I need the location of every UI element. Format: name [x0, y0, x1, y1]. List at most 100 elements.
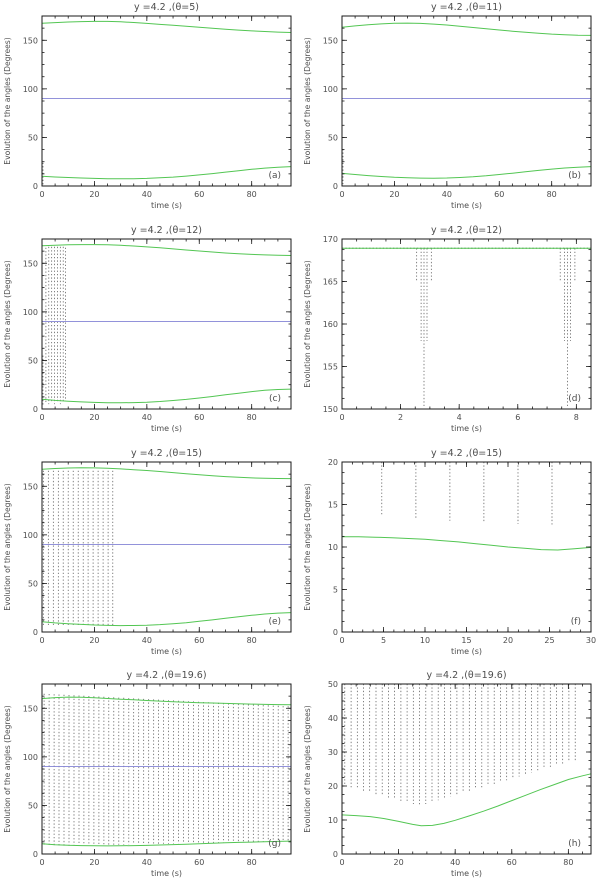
- x-tick-label: 60: [194, 190, 204, 199]
- panel-title: y =4.2 ,(θ=12): [431, 225, 502, 236]
- plot-frame: [341, 683, 592, 855]
- y-tick-label: 0: [333, 182, 338, 191]
- x-tick-label: 20: [389, 190, 399, 199]
- plot-frame: [41, 238, 292, 410]
- x-tick-label: 20: [503, 636, 513, 645]
- y-tick-label: 0: [33, 850, 38, 859]
- y-tick-label: 150: [23, 259, 38, 268]
- x-tick-label: 2: [398, 413, 403, 422]
- lower-angle-curve: [41, 611, 292, 626]
- axis-ticks: [341, 461, 592, 632]
- y-tick-label: 40: [328, 714, 338, 723]
- panel-f-chart: 0 5 10 15 20 25 30 0 5 10 15 20 y =4.2 ,(θ=15) time (…: [303, 448, 596, 656]
- x-tick-label: 0: [39, 413, 44, 422]
- axis-ticks: [41, 238, 292, 410]
- panel-b-chart: 0 20 40 60 80 0 50 100 150 y =4.2 ,(θ=11) time (s)…: [303, 2, 592, 210]
- axis-ticks: [41, 461, 292, 632]
- y-tick-label: 100: [23, 530, 38, 539]
- lower-angle-curve: [41, 388, 292, 404]
- panel-h-chart: 0 20 40 60 80 0 10 20 30 40 50 y =4.2 ,(θ=19.6) time…: [303, 670, 592, 878]
- lower-angle-curve: [41, 840, 292, 847]
- x-tick-label: 0: [339, 858, 344, 867]
- x-axis-label: time (s): [451, 869, 482, 878]
- x-axis-label: time (s): [151, 201, 182, 210]
- x-tick-label: 60: [494, 190, 504, 199]
- y-tick-label: 50: [328, 680, 338, 689]
- y-tick-label: 150: [23, 482, 38, 491]
- x-axis-label: time (s): [451, 201, 482, 210]
- x-tick-label: 20: [393, 858, 403, 867]
- y-tick-label: 50: [28, 133, 38, 142]
- oscillation-dips: [416, 248, 576, 407]
- x-tick-label: 40: [450, 858, 460, 867]
- x-tick-label: 4: [457, 413, 462, 422]
- x-tick-label: 0: [339, 190, 344, 199]
- y-axis-label: Evolution of the angles (Degrees): [3, 483, 12, 610]
- panel-title: y =4.2 ,(θ=15): [431, 448, 502, 459]
- x-axis-label: time (s): [151, 869, 182, 878]
- plot-frame: [41, 15, 292, 187]
- oscillation-spikes: [42, 246, 66, 406]
- panel-a-chart: 0 20 40 60 80 0 50 100 150 y =4.2 ,(θ=5) time (s) E…: [3, 2, 292, 210]
- x-axis-label: time (s): [151, 647, 182, 656]
- panel-title: y =4.2 ,(θ=19.6): [426, 670, 506, 681]
- panel-letter: (c): [269, 394, 281, 404]
- x-tick-label: 60: [194, 413, 204, 422]
- oscillation-spikes: [43, 693, 289, 847]
- x-tick-label: 40: [142, 413, 152, 422]
- y-tick-label: 165: [323, 277, 338, 286]
- x-tick-label: 0: [39, 636, 44, 645]
- x-tick-label: 60: [194, 636, 204, 645]
- y-tick-label: 5: [333, 585, 338, 594]
- x-tick-label: 10: [420, 636, 430, 645]
- lower-angle-curve: [342, 535, 592, 551]
- panel-letter: (b): [568, 171, 581, 181]
- y-tick-label: 150: [323, 36, 338, 45]
- panel-letter: (d): [568, 394, 581, 404]
- y-tick-label: 20: [328, 782, 338, 791]
- x-tick-label: 0: [339, 636, 344, 645]
- x-tick-label: 5: [381, 636, 386, 645]
- x-tick-label: 6: [515, 413, 520, 422]
- panel-title: y =4.2 ,(θ=12): [131, 225, 202, 236]
- x-tick-label: 60: [507, 858, 517, 867]
- y-tick-label: 150: [23, 705, 38, 714]
- x-tick-label: 0: [339, 413, 344, 422]
- upper-angle-curve: [41, 696, 292, 706]
- y-tick-label: 155: [323, 362, 338, 371]
- x-axis-label: time (s): [451, 647, 482, 656]
- plot-frame: [341, 15, 592, 187]
- x-tick-label: 20: [89, 413, 99, 422]
- axis-ticks: [341, 15, 592, 187]
- axis-ticks: [341, 238, 592, 410]
- lower-angle-curve: [41, 166, 292, 180]
- panel-title: y =4.2 ,(θ=15): [131, 448, 202, 459]
- plot-frame: [41, 461, 292, 632]
- y-axis-label: Evolution of the angles (Degrees): [3, 37, 12, 164]
- x-tick-label: 80: [563, 858, 573, 867]
- x-tick-label: 20: [89, 858, 99, 867]
- y-tick-label: 0: [333, 628, 338, 637]
- panel-letter: (g): [268, 839, 281, 849]
- x-tick-label: 80: [547, 190, 557, 199]
- panel-e-chart: 0 20 40 60 80 0 50 100 150 y =4.2 ,(θ=15) time (s)…: [3, 448, 292, 656]
- x-tick-label: 80: [247, 413, 257, 422]
- panel-letter: (f): [571, 617, 581, 627]
- x-axis-label: time (s): [151, 424, 182, 433]
- y-tick-label: 100: [323, 85, 338, 94]
- y-tick-label: 150: [23, 36, 38, 45]
- oscillation-spikes: [42, 470, 114, 625]
- axis-ticks: [41, 15, 292, 187]
- y-tick-label: 30: [328, 748, 338, 757]
- y-tick-label: 100: [23, 85, 38, 94]
- y-tick-label: 170: [323, 235, 338, 244]
- panel-d-chart: 0 2 4 6 8 150 155 160 165 170 y =4.2 ,(θ=12) time (…: [303, 225, 592, 433]
- panel-title: y =4.2 ,(θ=19.6): [126, 670, 206, 681]
- plot-frame: [341, 238, 592, 410]
- panel-title: y =4.2 ,(θ=5): [134, 2, 199, 13]
- x-tick-label: 40: [442, 190, 452, 199]
- x-tick-label: 15: [461, 636, 471, 645]
- axis-ticks: [341, 683, 591, 855]
